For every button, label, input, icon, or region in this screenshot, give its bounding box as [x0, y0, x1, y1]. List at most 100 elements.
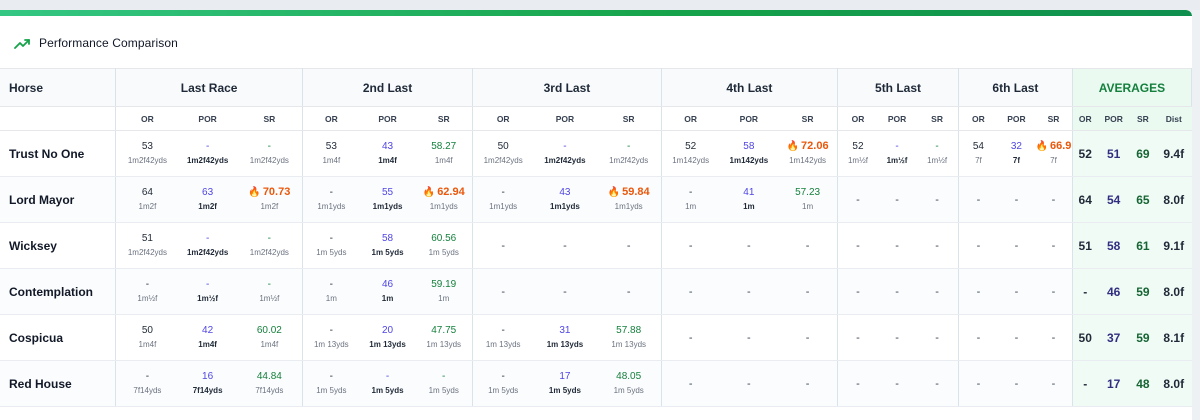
race-header-3rd[interactable]: 3rd Last — [472, 68, 662, 107]
horse-name[interactable]: Lord Mayor — [0, 176, 117, 223]
flame-icon: 🔥 — [786, 141, 800, 152]
sub-header-sr[interactable]: SR — [1035, 106, 1073, 131]
race-header-6th[interactable]: 6th Last — [958, 68, 1073, 107]
avg-sub-header-por[interactable]: POR — [1097, 106, 1130, 131]
empty-value: - — [1051, 193, 1056, 206]
distance-label: 7f — [1012, 156, 1020, 165]
empty-value: - — [1051, 285, 1056, 298]
horse-name[interactable]: Contemplation — [0, 268, 117, 315]
card-header: Performance Comparison — [14, 36, 178, 50]
sub-header-por[interactable]: POR — [719, 106, 779, 131]
empty-value: - — [856, 193, 860, 206]
avg-por: 17 — [1097, 360, 1130, 407]
distance-label: 1m142yds — [789, 156, 827, 165]
table-row[interactable]: Contemplation -1m½f -1m½f -1m½f -1m 46 1m 59.19… — [0, 268, 1192, 315]
sr-value: 57.88 — [616, 325, 642, 336]
distance-label: 1m½f — [197, 294, 219, 303]
sub-header-or[interactable]: OR — [115, 106, 179, 131]
horse-name[interactable]: Cospicua — [0, 314, 117, 361]
cell-sr: 59.19 1m — [415, 268, 474, 315]
por-value: 41 — [743, 187, 755, 198]
sub-header-or[interactable]: OR — [837, 106, 878, 131]
cell-por: - — [877, 268, 917, 315]
empty-value: - — [935, 377, 939, 390]
sub-header-sr[interactable]: SR — [778, 106, 839, 131]
cell-or: - — [661, 360, 720, 407]
cell-or: 53 1m2f42yds — [115, 130, 179, 177]
empty-value: - — [688, 239, 693, 252]
sub-header-sr[interactable]: SR — [415, 106, 474, 131]
cell-por: 20 1m 13yds — [359, 314, 416, 361]
avg-sr: 59 — [1129, 268, 1156, 315]
scroll-gutter — [1192, 10, 1200, 420]
empty-value: - — [856, 239, 860, 252]
distance-label: 1m — [685, 202, 697, 211]
cell-or: - 1m 13yds — [302, 314, 360, 361]
sub-header-or[interactable]: OR — [958, 106, 998, 131]
distance-label: 1m 13yds — [485, 340, 521, 349]
or-value: - — [329, 233, 333, 244]
empty-value: - — [976, 239, 981, 252]
empty-value: - — [805, 285, 810, 298]
sub-header-or[interactable]: OR — [302, 106, 360, 131]
sub-header-por[interactable]: POR — [533, 106, 597, 131]
cell-or: 50 1m2f42yds — [472, 130, 534, 177]
cell-sr: - — [916, 268, 960, 315]
horse-name[interactable]: Trust No One — [0, 130, 117, 177]
table-row[interactable]: Trust No One 53 1m2f42yds - 1m2f42yds - 1m2f42… — [0, 130, 1192, 177]
sr-hot-value: 59.84 — [622, 186, 650, 198]
sub-header-por[interactable]: POR — [178, 106, 237, 131]
empty-value: - — [747, 285, 751, 298]
sub-header-sr[interactable]: SR — [596, 106, 662, 131]
cell-sr: 60.56 1m 5yds — [415, 222, 474, 269]
avg-sub-header-sr[interactable]: SR — [1129, 106, 1156, 131]
distance-label: 1m4f — [138, 340, 157, 349]
comparison-table: Horse Last Race 2nd Last 3rd Last 4th La… — [0, 68, 1192, 407]
race-header-5th[interactable]: 5th Last — [837, 68, 959, 107]
race-header-last[interactable]: Last Race — [115, 68, 303, 107]
distance-label: 1m2f — [138, 202, 157, 211]
empty-value: - — [501, 285, 506, 298]
sub-header-por[interactable]: POR — [997, 106, 1036, 131]
or-value: - — [688, 187, 693, 198]
horse-name[interactable]: Red House — [0, 360, 117, 407]
distance-label: 1m 5yds — [428, 248, 459, 257]
sub-header-por[interactable]: POR — [359, 106, 416, 131]
table-row[interactable]: Red House -7f14yds 16 7f14yds 44.84 7f14yds -1… — [0, 360, 1192, 407]
cell-sr: 57.23 1m — [778, 176, 839, 223]
sub-header-por[interactable]: POR — [877, 106, 917, 131]
distance-label: 1m2f42yds — [544, 156, 586, 165]
sr-value: - — [267, 233, 272, 244]
avg-sub-header-dist[interactable]: Dist — [1156, 106, 1192, 131]
race-header-2nd[interactable]: 2nd Last — [302, 68, 474, 107]
horse-name[interactable]: Wicksey — [0, 222, 117, 269]
cell-or: - 1m1yds — [302, 176, 360, 223]
cell-por: - 1m2f42yds — [178, 130, 237, 177]
avg-sub-header-or[interactable]: OR — [1071, 106, 1098, 131]
averages-header[interactable]: AVERAGES — [1071, 68, 1192, 107]
table-row[interactable]: Wicksey 51 1m2f42yds - 1m2f42yds - 1m2f42yds - 1… — [0, 222, 1192, 269]
empty-value: - — [1014, 193, 1019, 206]
distance-label: 1m2f42yds — [609, 156, 649, 165]
flame-icon: 🔥 — [1035, 141, 1048, 152]
por-value: - — [205, 279, 210, 290]
table-row[interactable]: Lord Mayor 64 1m2f 63 1m2f 🔥 70.73 1m2f -1m1yds 5… — [0, 176, 1192, 223]
horse-sub-header[interactable] — [0, 106, 117, 131]
race-header-4th[interactable]: 4th Last — [661, 68, 839, 107]
cell-por: 42 1m4f — [178, 314, 237, 361]
cell-or: - 1m — [661, 176, 720, 223]
or-value: 52 — [852, 141, 864, 152]
cell-sr: - — [1035, 222, 1073, 269]
sub-header-sr[interactable]: SR — [236, 106, 303, 131]
distance-label: 1m4f — [198, 340, 217, 349]
horse-column-header[interactable]: Horse — [0, 68, 117, 107]
sub-header-or[interactable]: OR — [661, 106, 720, 131]
sub-header-sr[interactable]: SR — [916, 106, 960, 131]
sub-header-or[interactable]: OR — [472, 106, 534, 131]
sub-header-row: OR POR SR OR POR SR OR POR SR OR POR SR OR POR SR OR POR… — [0, 106, 1192, 131]
cell-por: 31 1m 13yds — [533, 314, 597, 361]
por-value: 42 — [202, 325, 214, 336]
table-row[interactable]: Cospicua 50 1m4f 42 1m4f 60.02 1m4f -1m 13yds 20… — [0, 314, 1192, 361]
sr-value: 🔥 59.84 — [597, 186, 661, 199]
cell-sr: - — [916, 360, 960, 407]
